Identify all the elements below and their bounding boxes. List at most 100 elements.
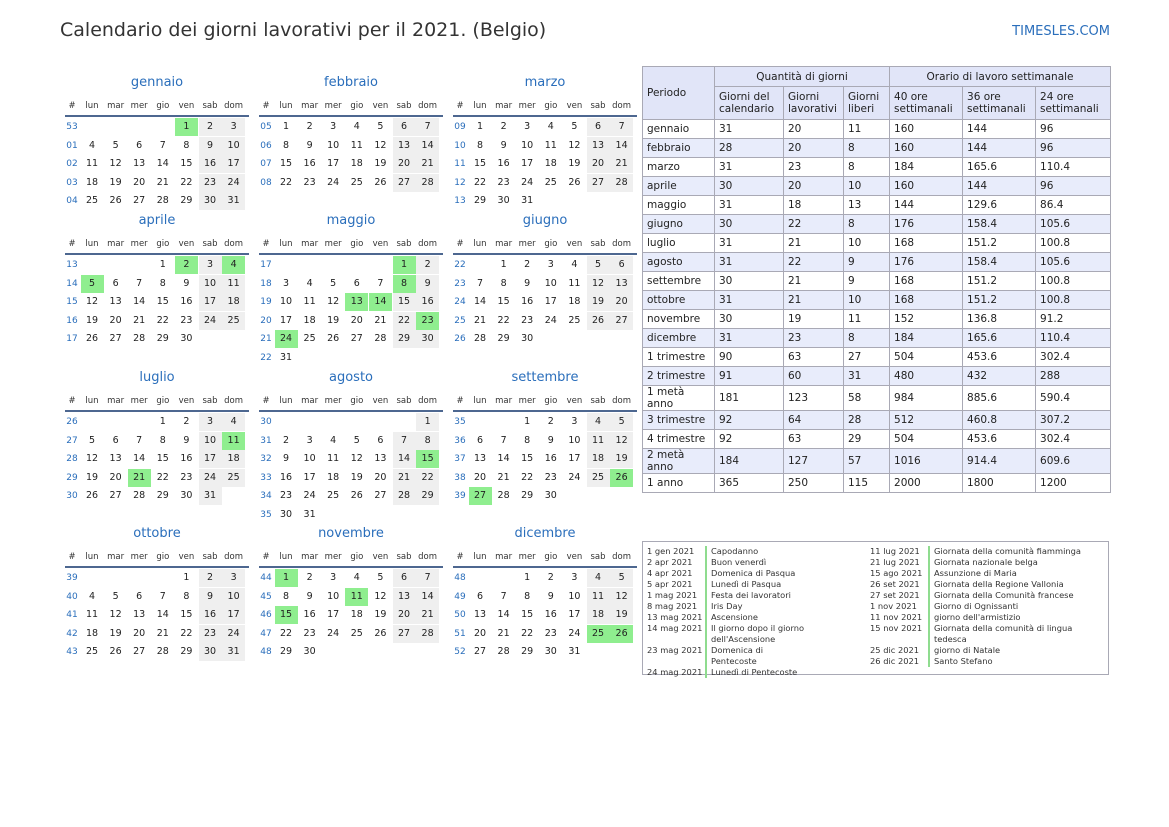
day-cell: 6 [136,139,143,151]
table-cell: febbraio [642,138,715,158]
table-cell: 590.4 [1035,385,1112,411]
day-cell: 7 [159,590,166,602]
table-row: 1 anno 365 250 115 2000 1800 1200 [642,473,1112,493]
table-cell: 63 [783,347,844,367]
weekday-header: sab [590,552,606,562]
weekday-header: # [68,239,76,249]
table-cell: 86.4 [1035,195,1112,215]
day-cell: 10 [303,453,316,464]
table-cell: 20 [783,138,844,158]
holiday-row: 5 apr 2021 Lunedì di Pasqua [647,579,817,590]
day-cell: 17 [568,609,581,620]
week-number: 32 [260,454,272,464]
header-group: Orario di lavoro settimanale [889,66,1112,87]
day-cell: 17 [544,296,557,307]
weekday-header: # [456,396,464,406]
weekday-header: lun [279,239,293,249]
table-cell: 144 [962,176,1037,196]
week-number: 25 [454,315,466,326]
holiday-name: Festa dei lavoratori [705,590,811,601]
week-number: 39 [454,491,466,501]
day-cell: 22 [156,314,169,326]
day-cell: 14 [610,136,634,155]
table-cell: 30 [714,176,784,196]
table-cell: 100.8 [1035,233,1112,253]
weekday-header: mar [301,396,319,406]
day-cell: 23 [416,311,440,330]
day-cell: 16 [180,296,193,307]
table-cell: 92 [714,429,784,449]
day-cell: 5 [571,121,578,132]
day-cell: 21 [610,155,634,173]
day-cell: 10 [222,136,246,155]
day-cell: 4 [571,259,578,270]
day-cell: 14 [156,158,169,169]
month-name: dicembre [514,526,576,541]
day-cell: 16 [497,158,510,169]
day-cell: 3 [330,121,337,132]
day-cell: 16 [303,609,316,620]
table-cell: 1 metà anno [642,385,715,411]
table-cell: 18 [783,195,844,215]
table-cell: 302.4 [1035,429,1112,449]
weekday-header: sab [202,396,218,406]
week-number: 19 [260,297,272,307]
holiday-date: 11 lug 2021 [870,546,920,556]
table-cell: dicembre [642,328,715,348]
day-cell: 5 [80,274,104,293]
table-cell: 20 [783,119,844,139]
holiday-date: 1 mag 2021 [647,590,698,600]
table-cell: 885.6 [962,385,1037,411]
table-cell: 9 [842,252,891,272]
day-cell: 10 [198,274,222,293]
month-name: giugno [522,213,568,228]
day-cell: 8 [500,277,507,289]
day-cell: 23 [198,624,222,643]
day-cell: 4 [330,434,337,446]
weekday-header: dom [224,239,244,249]
day-cell: 15 [497,296,510,307]
day-cell: 26 [85,333,99,344]
weekday-header: lun [85,552,99,562]
table-cell: 110.4 [1035,157,1112,177]
day-cell: 25 [85,646,99,657]
day-cell: 21 [374,314,387,326]
table-cell: 100.8 [1035,290,1112,310]
table-cell: 914.4 [962,448,1037,474]
table-cell: 31 [714,157,784,177]
holiday-row: 11 nov 2021 giorno dell'armistizio [870,612,1104,623]
holiday-name: Capodanno [705,546,811,557]
weekday-header: # [262,239,270,249]
weekday-header: ven [178,101,195,111]
table-cell: 158.4 [962,214,1037,234]
weekday-header: sab [396,396,412,406]
week-number: 51 [454,628,466,639]
week-number: 20 [260,315,272,326]
week-number: 35 [454,417,466,427]
day-cell: 21 [497,627,510,639]
day-cell: 8 [183,590,190,602]
weekday-header: gio [350,552,364,562]
day-cell: 6 [586,118,610,136]
table-cell: 181 [714,385,784,411]
site-link[interactable]: TIMESLES.COM [1012,24,1110,39]
day-cell: 15 [180,609,193,620]
day-cell: 22 [416,468,440,487]
table-cell: 504 [889,429,964,449]
weekday-header: mer [130,552,148,562]
table-cell: aprile [642,176,715,196]
day-cell: 27 [473,646,487,657]
weekday-header: gio [156,239,170,249]
day-cell: 30 [544,646,557,657]
table-cell: 1200 [1035,473,1112,493]
day-cell: 8 [159,434,166,446]
holiday-row: 2 apr 2021 Buon venerdì [647,557,817,568]
month-name: settembre [511,370,579,385]
day-cell: 1 [416,413,440,431]
weekday-header: ven [178,239,195,249]
day-cell: 8 [476,139,484,151]
weekday-header: sab [396,239,412,249]
day-cell: 15 [156,453,169,464]
weekday-header: dom [612,101,632,111]
table-cell: 31 [714,252,784,272]
